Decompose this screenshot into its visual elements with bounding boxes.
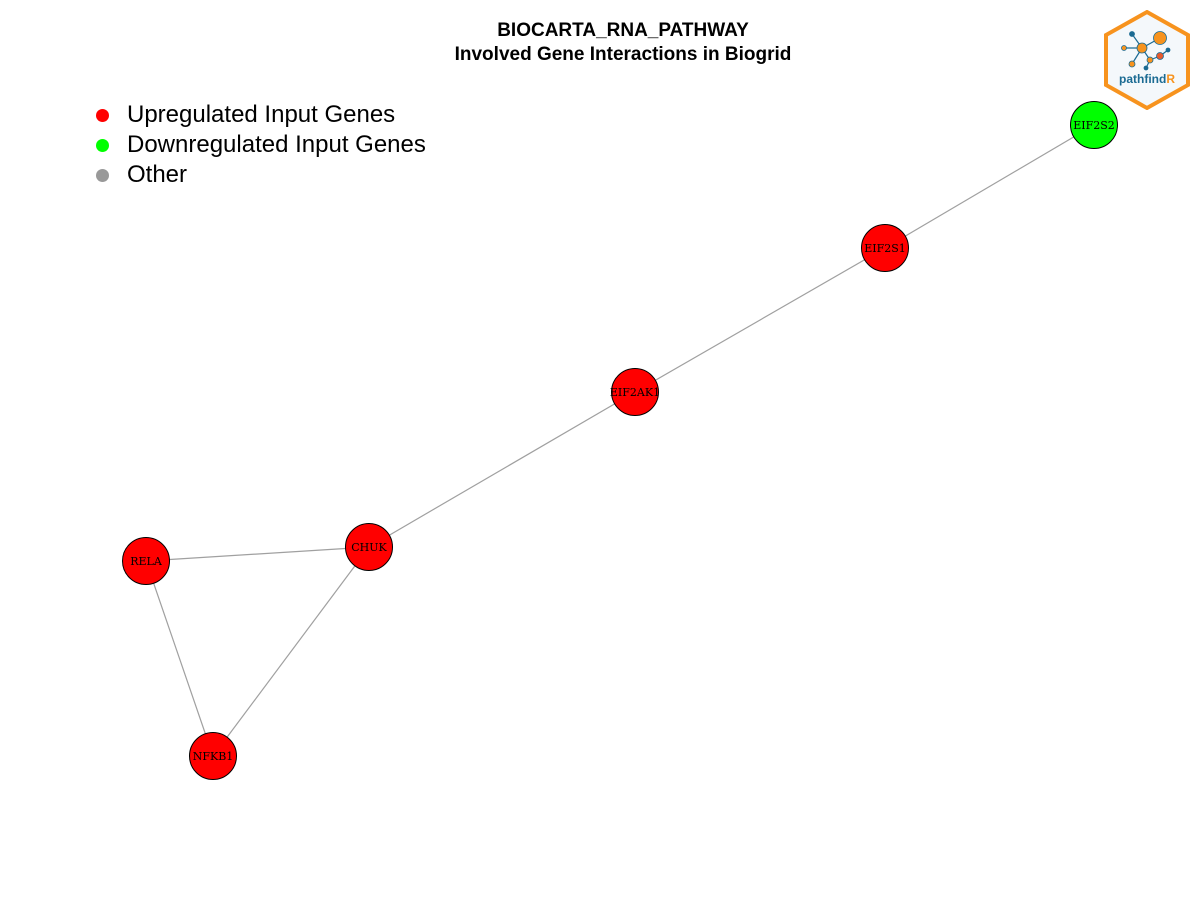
node-rela: RELA (122, 537, 170, 585)
node-circle (1070, 101, 1118, 149)
node-eif2s1: EIF2S1 (861, 224, 909, 272)
legend-label: Upregulated Input Genes (127, 101, 396, 128)
edge-eif2s2-eif2s1 (884, 124, 1095, 249)
node-circle (345, 523, 393, 571)
node-circle (611, 368, 659, 416)
node-chuk: CHUK (345, 523, 393, 571)
logo-text-main: pathfind (1119, 72, 1166, 86)
edge-rela-nfkb1 (145, 560, 214, 757)
legend: Upregulated Input Genes Downregulated In… (96, 100, 426, 190)
chart-title: BIOCARTA_RNA_PATHWAY (497, 20, 749, 41)
legend-dot-upregulated (96, 108, 109, 122)
logo-text-accent: R (1166, 72, 1175, 86)
node-eif2s2: EIF2S2 (1070, 101, 1118, 149)
legend-label: Downregulated Input Genes (127, 131, 426, 158)
edge-chuk-nfkb1 (212, 546, 370, 757)
node-circle (122, 537, 170, 585)
chart-subtitle: Involved Gene Interactions in Biogrid (454, 44, 792, 65)
legend-item-other: Other (96, 160, 426, 190)
network-icon-nodes (1121, 31, 1171, 71)
node-circle (861, 224, 909, 272)
edge-chuk-rela (145, 546, 370, 562)
node-label: EIF2S1 (864, 242, 906, 255)
node-circle (189, 732, 237, 780)
node-label: NFKB1 (193, 750, 234, 763)
edge-eif2ak1-chuk (368, 391, 636, 548)
pathfindr-logo: pathfindR (1104, 10, 1190, 110)
node-label: CHUK (351, 541, 387, 554)
node-label: EIF2S2 (1073, 119, 1115, 132)
node-label: RELA (130, 555, 163, 568)
node-nfkb1: NFKB1 (189, 732, 237, 780)
edge-eif2s1-eif2ak1 (634, 247, 886, 393)
node-eif2ak1: EIF2AK1 (610, 368, 660, 416)
legend-dot-other (96, 168, 109, 182)
nodes-layer: EIF2S2 EIF2S1 EIF2AK1 CHUK RELA NFKB1 (122, 101, 1118, 780)
legend-item-downregulated: Downregulated Input Genes (96, 130, 426, 160)
legend-dot-downregulated (96, 138, 109, 152)
edges-layer (145, 124, 1095, 757)
legend-item-upregulated: Upregulated Input Genes (96, 100, 426, 130)
logo-text: pathfindR (1119, 72, 1175, 86)
legend-label: Other (127, 161, 188, 188)
node-label: EIF2AK1 (610, 386, 660, 399)
